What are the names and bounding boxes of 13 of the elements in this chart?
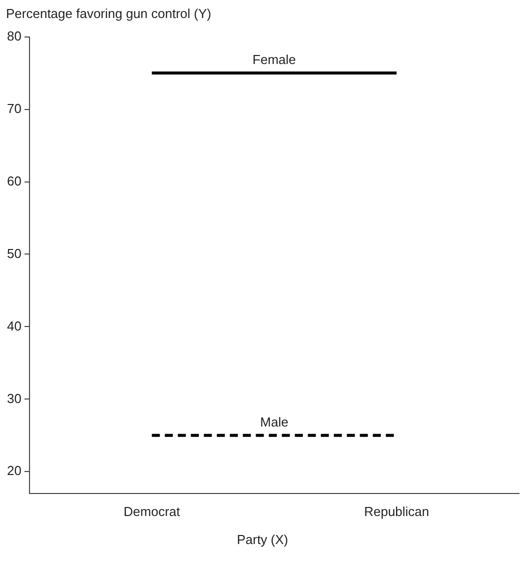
y-tick-label: 80 xyxy=(6,28,22,44)
y-tick-label: 50 xyxy=(6,246,22,261)
y-tick-label: 40 xyxy=(6,318,22,334)
series-label: Male xyxy=(260,414,288,430)
y-tick-label: 20 xyxy=(6,463,22,478)
x-tick-label: Democrat xyxy=(124,504,180,519)
y-tick-label: 70 xyxy=(6,100,22,116)
series-label: Female xyxy=(252,52,296,68)
x-tick-label: Republican xyxy=(364,504,430,519)
y-tick-label: 30 xyxy=(6,390,22,406)
y-tick-label: 60 xyxy=(6,173,22,188)
y-axis-title: Percentage favoring gun control (Y) xyxy=(6,6,212,21)
x-axis-title: Party (X) xyxy=(236,532,290,547)
